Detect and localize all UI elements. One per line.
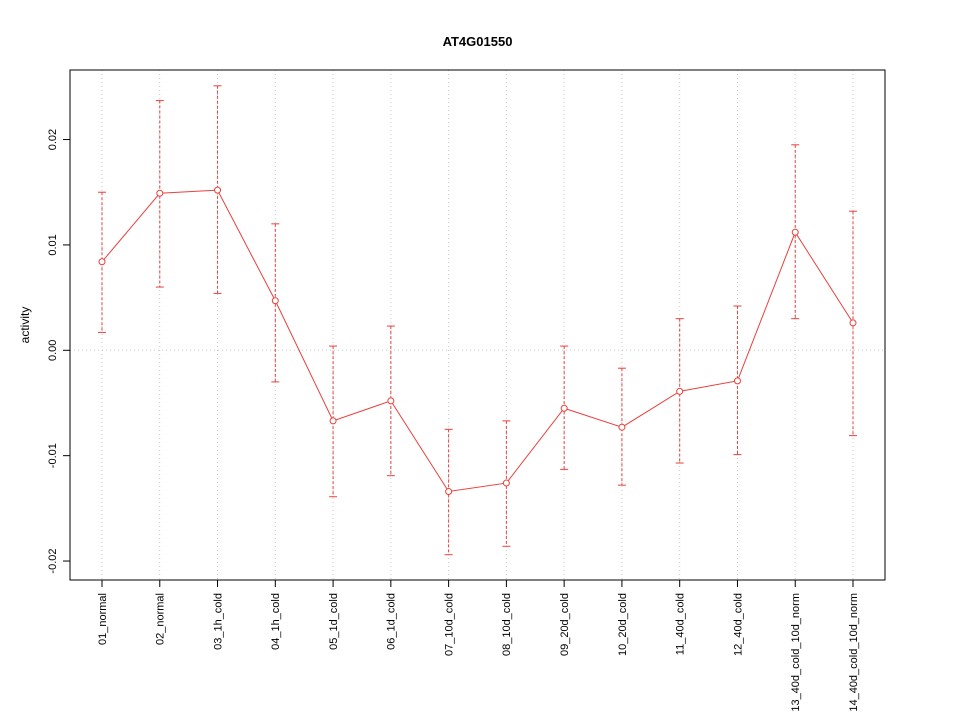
gridlines <box>70 70 885 580</box>
chart-title: AT4G01550 <box>442 34 513 49</box>
error-bars <box>98 85 857 556</box>
x-tick-label: 08_10d_cold <box>501 593 513 656</box>
y-tick-label: -0.02 <box>47 548 59 573</box>
data-point <box>618 423 626 431</box>
data-point <box>849 319 857 327</box>
x-tick-label: 13_40d_cold_10d_norm <box>790 593 802 712</box>
x-tick-label: 11_40d_cold <box>675 593 687 655</box>
x-tick-label: 06_1d_cold <box>386 593 398 650</box>
y-axis: -0.02 -0.01 0.00 0.01 0.02 <box>47 129 70 574</box>
x-tick-label: 10_20d_cold <box>617 593 629 656</box>
data-point <box>98 258 106 266</box>
data-point <box>676 387 684 395</box>
y-tick-label: 0.02 <box>47 129 59 150</box>
x-tick-label: 14_40d_cold_10d_norm <box>848 593 860 712</box>
x-tick-label: 12_40d_cold <box>732 593 744 656</box>
x-tick-label: 09_20d_cold <box>559 593 571 656</box>
data-point <box>560 404 568 412</box>
data-point <box>329 417 337 425</box>
data-point <box>502 479 510 487</box>
x-tick-label: 05_1d_cold <box>328 593 340 650</box>
data-point <box>387 397 395 405</box>
y-tick-label: 0.00 <box>47 340 59 361</box>
data-point <box>271 297 279 305</box>
y-tick-label: -0.01 <box>47 443 59 468</box>
data-point <box>733 377 741 385</box>
y-tick-label: 0.01 <box>47 234 59 255</box>
x-tick-label: 03_1h_cold <box>212 593 224 650</box>
data-points <box>98 186 857 495</box>
data-point <box>214 186 222 194</box>
plot-box <box>69 69 886 581</box>
data-point <box>445 487 453 495</box>
x-tick-label: 04_1h_cold <box>270 593 282 650</box>
data-point <box>156 189 164 197</box>
data-point <box>791 228 799 236</box>
x-tick-label: 07_10d_cold <box>443 593 455 656</box>
series-line <box>101 189 854 493</box>
x-axis: 01_normal 02_normal 03_1h_cold 04_1h_cold 05… <box>97 580 860 712</box>
x-tick-label: 02_normal <box>155 593 167 645</box>
x-tick-label: 01_normal <box>97 593 109 645</box>
